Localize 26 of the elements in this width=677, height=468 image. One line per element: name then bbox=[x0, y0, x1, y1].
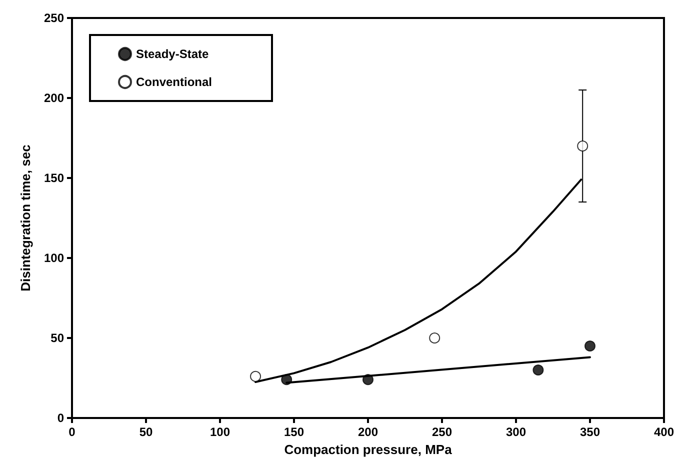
x-tick-label: 0 bbox=[68, 425, 76, 439]
y-tick-label: 250 bbox=[44, 11, 64, 25]
point bbox=[362, 374, 374, 386]
y-axis-title: Disintegration time, sec bbox=[18, 144, 33, 292]
x-tick-label: 350 bbox=[580, 425, 600, 439]
point bbox=[584, 340, 596, 352]
y-tick-label: 50 bbox=[50, 331, 64, 345]
legend-label: Steady-State bbox=[136, 47, 210, 61]
point bbox=[250, 370, 262, 382]
x-tick-label: 400 bbox=[654, 425, 674, 439]
y-tick-label: 200 bbox=[44, 91, 64, 105]
x-tick-label: 150 bbox=[284, 425, 304, 439]
x-tick-label: 200 bbox=[358, 425, 378, 439]
x-tick-label: 250 bbox=[432, 425, 452, 439]
y-tick-label: 100 bbox=[44, 251, 64, 265]
point bbox=[429, 332, 440, 344]
x-tick-label: 50 bbox=[139, 425, 153, 439]
y-tick-label: 150 bbox=[44, 171, 64, 185]
y-tick-label: 0 bbox=[57, 411, 64, 425]
x-tick-label: 100 bbox=[210, 425, 230, 439]
point bbox=[281, 374, 292, 386]
x-tick-label: 300 bbox=[506, 425, 526, 439]
point bbox=[577, 140, 588, 152]
legend-label: Conventional bbox=[136, 75, 212, 89]
point bbox=[532, 364, 544, 376]
x-axis-title: Compaction pressure, MPa bbox=[284, 442, 453, 457]
